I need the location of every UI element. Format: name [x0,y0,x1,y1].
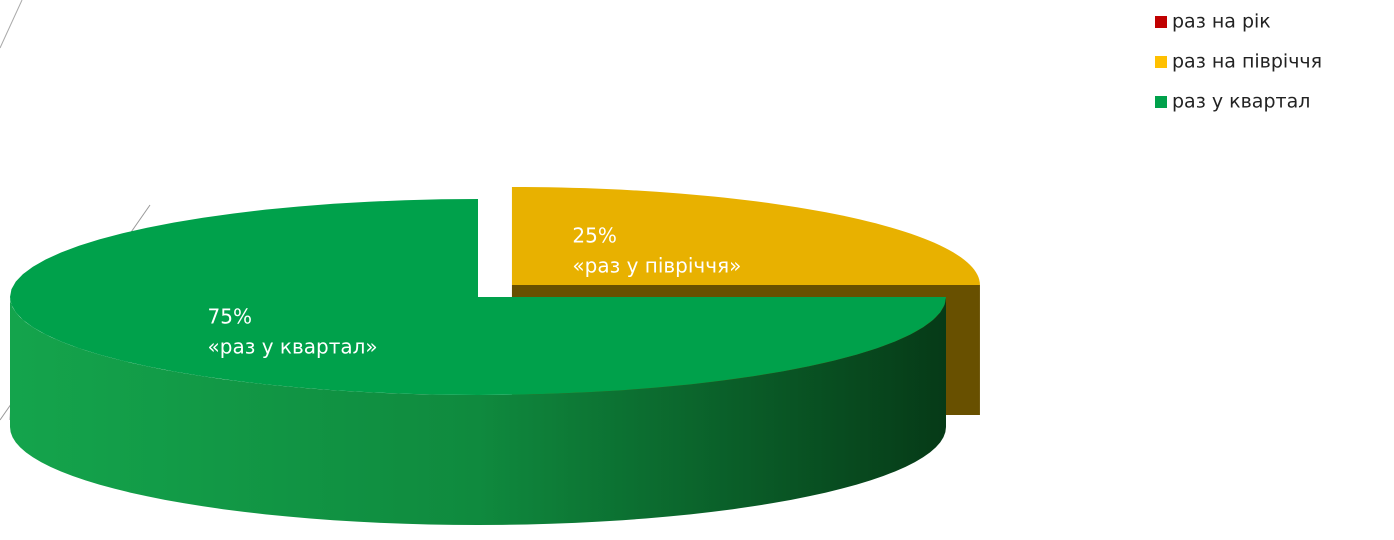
legend-label: раз у квартал [1172,91,1310,113]
slice [511,186,980,285]
data-label: 75% «раз у квартал» [208,304,378,358]
slice [10,199,946,395]
data-label-name: «раз у квартал» [208,334,378,358]
data-label-value: 75% [208,304,252,328]
data-label-name: «раз у півріччя» [572,253,741,277]
slice [10,199,946,525]
slice-side [10,297,946,525]
legend-label: раз на рік [1172,11,1271,33]
legend: раз на рік раз на півріччя раз у квартал [1155,11,1322,113]
legend-swatch [1155,16,1167,28]
data-label-value: 25% [572,223,616,247]
data-label: 25% «раз у півріччя» [572,223,741,277]
legend-swatch [1155,96,1167,108]
pie: 25% «раз у півріччя» 75% «раз у квартал» [10,186,980,525]
legend-label: раз на півріччя [1172,51,1322,73]
decor-line [0,0,23,49]
legend-swatch [1155,56,1167,68]
